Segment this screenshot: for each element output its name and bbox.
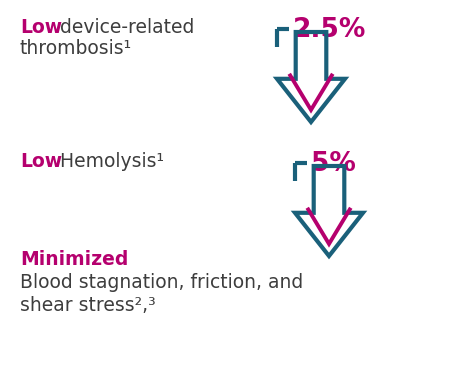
Text: Low: Low — [20, 18, 62, 37]
Text: Blood stagnation, friction, and: Blood stagnation, friction, and — [20, 273, 303, 292]
Text: device-related: device-related — [54, 18, 195, 37]
Text: thrombosis¹: thrombosis¹ — [20, 39, 132, 58]
Text: shear stress²,³: shear stress²,³ — [20, 296, 156, 315]
Text: Hemolysis¹: Hemolysis¹ — [54, 152, 164, 171]
Text: Low: Low — [20, 152, 62, 171]
Text: 2.5%: 2.5% — [293, 17, 366, 43]
Text: Minimized: Minimized — [20, 250, 128, 269]
Text: 5%: 5% — [311, 151, 356, 177]
